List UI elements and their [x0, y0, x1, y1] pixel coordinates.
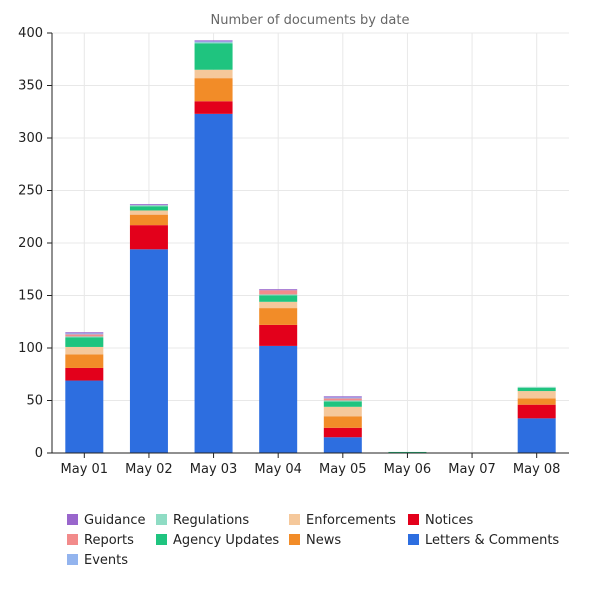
bar-segment[interactable] — [259, 290, 298, 295]
bar-segment[interactable] — [259, 324, 298, 346]
bar-segment[interactable] — [517, 418, 556, 453]
bar-segment[interactable] — [323, 398, 362, 401]
y-tick-label: 400 — [18, 26, 43, 41]
legend-item[interactable]: Letters & Comments — [408, 533, 559, 548]
bar-segment[interactable] — [323, 427, 362, 438]
legend-label: Regulations — [173, 513, 249, 528]
bar-segment[interactable] — [194, 40, 233, 42]
bar-segment[interactable] — [259, 295, 298, 302]
legend-label: Notices — [425, 513, 474, 528]
y-tick-label: 250 — [18, 184, 43, 199]
bar-segment[interactable] — [259, 308, 298, 325]
legend-item[interactable]: Events — [67, 553, 128, 568]
bar-segment[interactable] — [194, 113, 233, 453]
bar-segment[interactable] — [517, 387, 556, 392]
y-tick-label: 300 — [18, 131, 43, 146]
legend-label: Guidance — [84, 513, 146, 528]
x-tick-label: May 03 — [190, 462, 238, 477]
x-tick-label: May 08 — [513, 462, 561, 477]
x-tick-label: May 06 — [384, 462, 432, 477]
bar-segment[interactable] — [129, 206, 168, 211]
x-tick-label: May 07 — [448, 462, 496, 477]
legend-swatch — [289, 514, 300, 525]
bar-segment[interactable] — [517, 398, 556, 405]
legend-item[interactable]: Reports — [67, 533, 134, 548]
bar-segment[interactable] — [65, 346, 104, 355]
bar-segment[interactable] — [323, 437, 362, 453]
bar-segment[interactable] — [194, 42, 233, 44]
bar-segment[interactable] — [65, 333, 104, 335]
bar-segment[interactable] — [129, 249, 168, 453]
legend-swatch — [156, 534, 167, 545]
axes: 0 50 100 150 200 250 300 350 400 May 01 May 02 May … — [18, 26, 569, 477]
legend-swatch — [408, 514, 419, 525]
x-tick-label: May 04 — [254, 462, 302, 477]
bar-segment[interactable] — [323, 400, 362, 402]
bar-segment[interactable] — [194, 78, 233, 102]
bar-segment[interactable] — [517, 386, 556, 388]
bar-segment[interactable] — [259, 301, 298, 309]
bar-segment[interactable] — [129, 210, 168, 215]
bar-segment[interactable] — [259, 289, 298, 291]
bar-segment[interactable] — [323, 416, 362, 428]
bar-segment[interactable] — [194, 69, 233, 79]
y-tick-label: 200 — [18, 236, 43, 251]
bar-segment[interactable] — [194, 41, 233, 43]
legend-item[interactable]: Regulations — [156, 513, 249, 528]
legend-label: Events — [84, 553, 128, 568]
bar-segment[interactable] — [194, 43, 233, 70]
legend-label: Reports — [84, 533, 134, 548]
x-tick-label: May 05 — [319, 462, 367, 477]
y-tick-label: 100 — [18, 341, 43, 356]
legend-label: News — [306, 533, 341, 548]
bar-segment[interactable] — [129, 204, 168, 206]
legend-item[interactable]: Agency Updates — [156, 533, 279, 548]
bar-segment[interactable] — [129, 214, 168, 226]
legend-item[interactable]: Enforcements — [289, 513, 396, 528]
legend-swatch — [67, 554, 78, 565]
bar-segment[interactable] — [129, 205, 168, 207]
bar-segment[interactable] — [65, 337, 104, 347]
bar-segment[interactable] — [259, 294, 298, 296]
y-tick-label: 0 — [35, 446, 43, 461]
bar-segment[interactable] — [65, 332, 104, 334]
chart-title: Number of documents by date — [211, 13, 410, 28]
bar-segment[interactable] — [194, 101, 233, 114]
bar-segment[interactable] — [323, 397, 362, 399]
bar-segment[interactable] — [129, 225, 168, 250]
legend-swatch — [156, 514, 167, 525]
bar-segment[interactable] — [517, 391, 556, 399]
bar-segment[interactable] — [65, 354, 104, 368]
x-tick-label: May 01 — [61, 462, 109, 477]
y-tick-label: 50 — [26, 394, 43, 409]
grid-lines — [52, 32, 569, 453]
bar-segment[interactable] — [65, 380, 104, 453]
legend-swatch — [408, 534, 419, 545]
bar-segment[interactable] — [65, 336, 104, 338]
legend: Guidance Regulations Enforcements Notices Re… — [67, 513, 559, 568]
legend-swatch — [289, 534, 300, 545]
bars — [65, 40, 556, 453]
legend-label: Agency Updates — [173, 533, 279, 548]
legend-item[interactable]: Guidance — [67, 513, 146, 528]
bar-segment[interactable] — [323, 406, 362, 417]
legend-label: Enforcements — [306, 513, 396, 528]
bar-segment[interactable] — [65, 334, 104, 337]
legend-item[interactable]: Notices — [408, 513, 474, 528]
bar-segment[interactable] — [323, 401, 362, 407]
legend-swatch — [67, 514, 78, 525]
legend-item[interactable]: News — [289, 533, 341, 548]
legend-label: Letters & Comments — [425, 533, 559, 548]
y-tick-label: 150 — [18, 289, 43, 304]
y-tick-label: 350 — [18, 79, 43, 94]
bar-segment[interactable] — [323, 396, 362, 398]
x-tick-label: May 02 — [125, 462, 173, 477]
bar-segment[interactable] — [388, 451, 427, 453]
bar-segment[interactable] — [65, 367, 104, 381]
legend-swatch — [67, 534, 78, 545]
bar-segment[interactable] — [517, 404, 556, 419]
bar-segment[interactable] — [259, 345, 298, 453]
